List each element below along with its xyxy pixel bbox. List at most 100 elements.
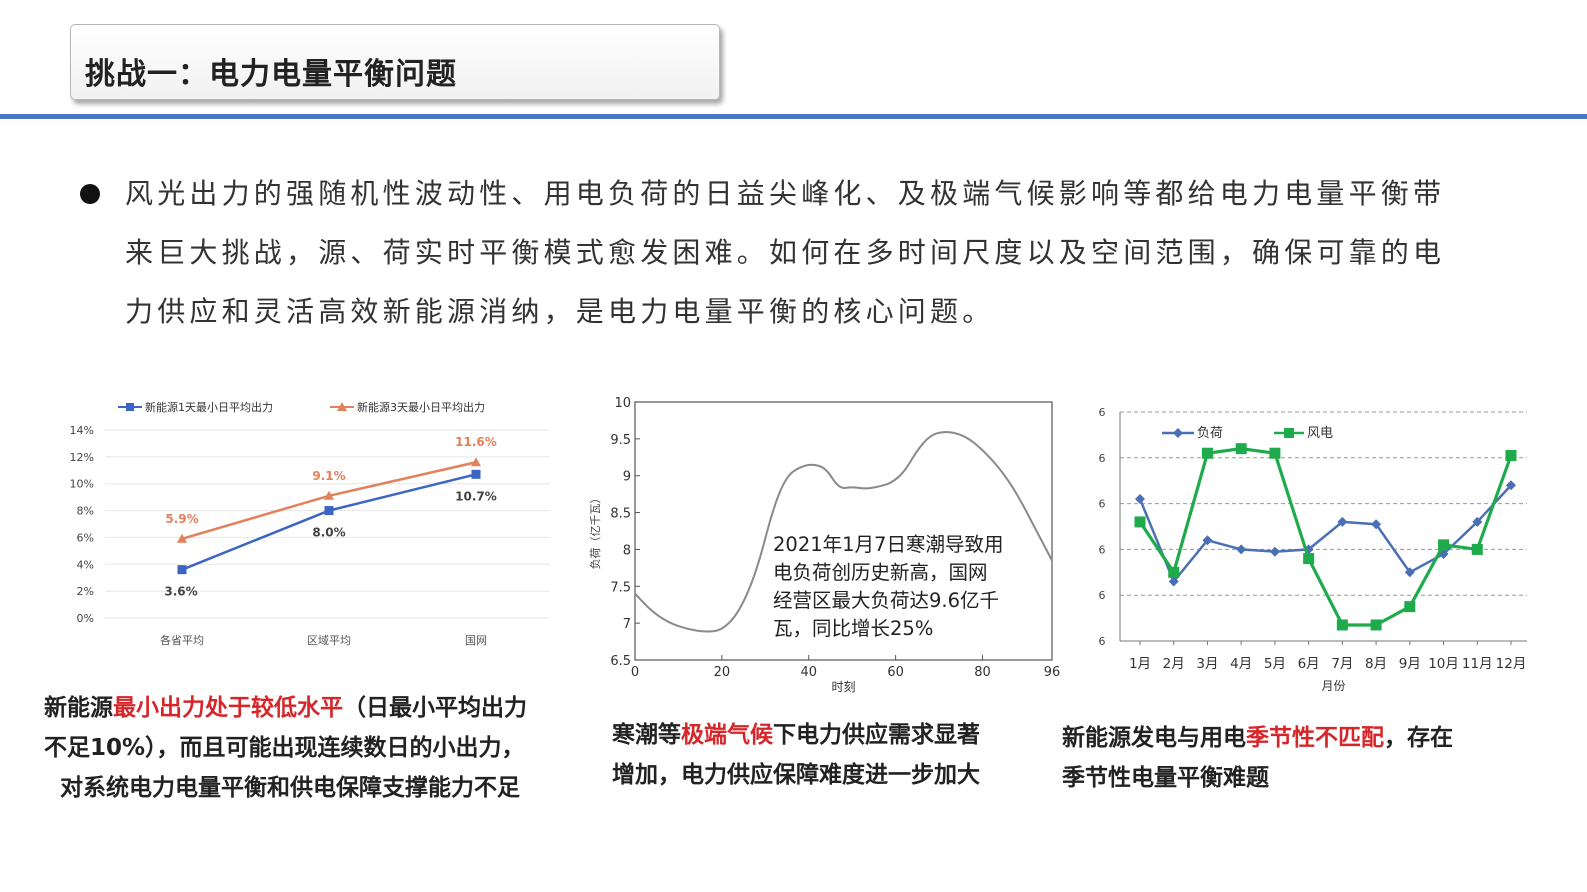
- data-point: [1202, 535, 1213, 546]
- x-tick-label: 0: [631, 665, 639, 680]
- y-tick-label: 6.5: [610, 654, 631, 669]
- header-divider: [0, 114, 1587, 119]
- legend-label: 新能源3天最小日平均出力: [357, 400, 485, 414]
- data-point: [1303, 553, 1315, 565]
- x-tick-label: 5月: [1264, 656, 1286, 672]
- legend-marker: [337, 402, 347, 411]
- data-point: [1168, 576, 1179, 587]
- y-tick-label: 6: [1099, 589, 1106, 602]
- data-label: 8.0%: [312, 526, 345, 540]
- y-tick-label: 4%: [77, 558, 94, 571]
- data-point: [1438, 539, 1450, 551]
- annotation-line: 瓦，同比增长25%: [773, 617, 933, 640]
- data-point: [177, 533, 187, 543]
- load-curve: [634, 431, 1053, 633]
- y-axis-label: 负荷（亿千瓦）: [588, 493, 602, 570]
- x-tick-label: 区域平均: [307, 634, 351, 647]
- series-line: [181, 473, 477, 571]
- x-tick-label: 7月: [1331, 656, 1353, 672]
- data-point: [1235, 443, 1247, 455]
- x-tick-label: 2月: [1163, 656, 1185, 672]
- bullet-line-1: 风光出力的强随机性波动性、用电负荷的日益尖峰化、及极端气候影响等都给电力电量平衡…: [125, 177, 1446, 210]
- legend-marker: [126, 403, 134, 411]
- data-label: 9.1%: [312, 469, 345, 483]
- plot-frame: [634, 401, 1053, 661]
- bullet-paragraph: 风光出力的强随机性波动性、用电负荷的日益尖峰化、及极端气候影响等都给电力电量平衡…: [125, 164, 1475, 341]
- annotation-line: 经营区最大负荷达9.6亿千: [773, 589, 999, 612]
- data-point: [1371, 519, 1382, 530]
- data-point: [1471, 543, 1483, 555]
- caption-chart-3: 新能源发电与用电季节性不匹配，存在 季节性电量平衡难题: [1062, 718, 1542, 798]
- caption-3-highlight: 季节性不匹配: [1246, 725, 1384, 751]
- data-point: [1201, 447, 1213, 459]
- caption-1-text-2: （日最小平均出力: [343, 695, 527, 721]
- series-line: [1138, 484, 1512, 584]
- x-tick-label: 3月: [1196, 656, 1218, 672]
- x-tick-label: 10月: [1428, 656, 1459, 672]
- y-tick-label: 2%: [77, 585, 94, 598]
- caption-1-text: 新能源: [44, 695, 113, 721]
- data-point: [1370, 619, 1382, 631]
- data-point: [1472, 516, 1483, 527]
- data-point: [471, 469, 481, 479]
- caption-chart-1: 新能源最小出力处于较低水平（日最小平均出力 不足10%），而且可能出现连续数日的…: [44, 688, 604, 808]
- y-tick-label: 14%: [70, 424, 94, 437]
- x-tick-label: 40: [800, 665, 817, 680]
- data-point: [1236, 544, 1247, 555]
- data-point: [177, 565, 187, 575]
- y-tick-label: 8: [623, 543, 631, 558]
- data-label: 10.7%: [455, 489, 497, 503]
- y-tick-label: 6: [1099, 452, 1106, 465]
- x-tick-label: 国网: [465, 634, 487, 647]
- data-point: [1438, 548, 1449, 559]
- data-point: [1135, 494, 1145, 505]
- legend-label: 新能源1天最小日平均出力: [145, 400, 273, 414]
- caption-1-line-3: 对系统电力电量平衡和供电保障支撑能力不足: [60, 775, 520, 801]
- chart-load-curve: 6.5 7 7.5 8 8.5 9 9.5 10 0 20 40 60 80 96 时刻 负荷（亿千瓦） 202…: [588, 396, 1061, 694]
- data-point: [1404, 567, 1415, 578]
- caption-2-highlight: 极端气候: [681, 722, 773, 748]
- bullet-icon: [80, 184, 100, 204]
- y-tick-label: 6: [1099, 543, 1106, 556]
- y-tick-label: 7.5: [610, 580, 631, 595]
- y-tick-label: 6%: [77, 531, 94, 544]
- legend-marker: [1284, 428, 1294, 438]
- y-tick-label: 6: [1099, 635, 1106, 648]
- chart-min-output: 0% 2% 4% 6% 8% 10% 12% 14% 各省平均 区域平均 国网 新能源1天最小日平均出…: [70, 400, 550, 647]
- data-label: 3.6%: [164, 585, 197, 599]
- data-point: [1506, 480, 1516, 491]
- legend-marker: [1173, 428, 1183, 438]
- x-tick-label: 9月: [1399, 656, 1421, 672]
- legend-label: 负荷: [1197, 426, 1223, 441]
- y-tick-label: 0%: [77, 612, 94, 625]
- y-tick-label: 6: [1099, 406, 1106, 419]
- bullet-line-2: 来巨大挑战，源、荷实时平衡模式愈发困难。如何在多时间尺度以及空间范围，确保可靠的…: [125, 236, 1446, 269]
- annotation-line: 2021年1月7日寒潮导致用: [773, 533, 1003, 556]
- y-tick-label: 8.5: [610, 507, 631, 522]
- caption-1-highlight: 最小出力处于较低水平: [113, 695, 343, 721]
- caption-1-line-2: 不足10%），而且可能出现连续数日的小出力，: [44, 735, 525, 761]
- data-point: [1336, 619, 1348, 631]
- y-tick-label: 6: [1099, 498, 1106, 511]
- caption-3-text-2: ，存在: [1384, 725, 1453, 751]
- y-tick-label: 9.5: [610, 433, 631, 448]
- annotation-line: 电负荷创历史新高，国网: [773, 561, 988, 584]
- series-line: [1138, 447, 1513, 627]
- x-axis-label: 时刻: [831, 680, 855, 694]
- x-tick-label: 80: [974, 665, 991, 680]
- x-axis-label: 月份: [1321, 679, 1345, 693]
- data-point: [1168, 566, 1180, 578]
- data-point: [1337, 516, 1348, 527]
- title-box: 挑战一：电力电量平衡问题: [70, 24, 720, 100]
- caption-3-line-2: 季节性电量平衡难题: [1062, 765, 1269, 791]
- y-tick-label: 9: [623, 470, 631, 485]
- x-tick-label: 20: [714, 665, 731, 680]
- x-tick-label: 11月: [1462, 656, 1493, 672]
- data-label: 5.9%: [165, 512, 198, 526]
- x-tick-label: 各省平均: [160, 633, 204, 647]
- y-tick-label: 8%: [77, 505, 94, 518]
- x-tick-label: 96: [1044, 665, 1061, 680]
- caption-chart-2: 寒潮等极端气候下电力供应需求显著 增加，电力供应保障难度进一步加大: [612, 715, 1052, 795]
- data-point: [1269, 447, 1281, 459]
- x-tick-label: 60: [887, 665, 904, 680]
